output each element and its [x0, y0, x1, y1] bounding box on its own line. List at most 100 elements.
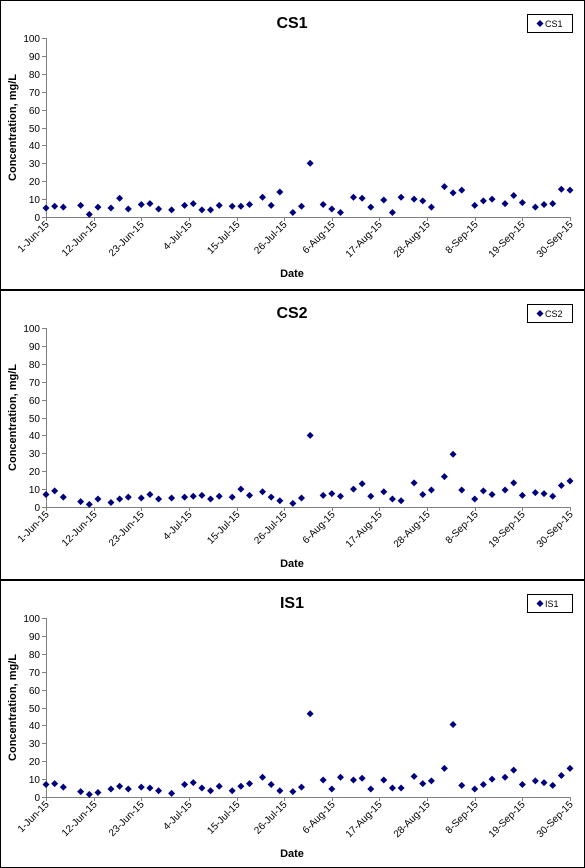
y-axis-title: Concentration, mg/L [7, 74, 19, 181]
data-point [410, 479, 418, 487]
legend-label: IS1 [545, 599, 559, 609]
data-point [531, 203, 539, 211]
data-point [388, 784, 396, 792]
data-point [358, 774, 366, 782]
data-point [328, 490, 336, 498]
data-point [77, 788, 85, 796]
data-point [246, 780, 254, 788]
data-point [198, 491, 206, 499]
data-point [207, 206, 215, 214]
y-tick-label: 60 [29, 686, 41, 697]
data-point [540, 779, 548, 787]
data-point [137, 200, 145, 208]
data-point [181, 780, 189, 788]
legend: CS2 [527, 304, 573, 323]
data-point [215, 492, 223, 500]
legend-label: CS1 [545, 19, 563, 29]
data-point [328, 785, 336, 793]
data-point [289, 499, 297, 507]
x-axis-title: Date [280, 558, 304, 570]
data-point [146, 784, 154, 792]
y-tick-label: 30 [29, 449, 41, 460]
data-point [85, 210, 93, 218]
data-point [267, 780, 275, 788]
legend: IS1 [527, 594, 573, 613]
legend-label: CS2 [545, 309, 563, 319]
data-point [94, 789, 102, 797]
data-point [557, 482, 565, 490]
y-tick-label: 10 [29, 775, 41, 786]
data-point [276, 188, 284, 196]
data-point [289, 788, 297, 796]
data-point [168, 494, 176, 502]
data-point [181, 493, 189, 501]
data-point [276, 787, 284, 795]
chart-frame [0, 0, 585, 290]
data-point [518, 199, 526, 207]
data-point [549, 492, 557, 500]
legend-box [527, 14, 573, 33]
data-point [419, 197, 427, 205]
data-point [155, 205, 163, 213]
data-point [488, 775, 496, 783]
data-point [440, 764, 448, 772]
data-point [410, 772, 418, 780]
data-point [358, 480, 366, 488]
data-point [146, 200, 154, 208]
data-point [107, 785, 115, 793]
data-point [458, 486, 466, 494]
data-point [410, 195, 418, 203]
data-point [319, 200, 327, 208]
data-point [458, 781, 466, 789]
data-point [267, 493, 275, 501]
data-point [215, 782, 223, 790]
data-point [94, 495, 102, 503]
data-point [51, 487, 59, 495]
data-point [471, 201, 479, 209]
y-tick-label: 40 [29, 141, 41, 152]
y-axis-title: Concentration, mg/L [7, 654, 19, 761]
data-point [51, 202, 59, 210]
y-tick-label: 20 [29, 177, 41, 188]
legend-marker [536, 600, 544, 607]
data-point [259, 193, 267, 201]
data-point [155, 787, 163, 795]
chart-title: IS1 [280, 595, 304, 612]
data-point [267, 201, 275, 209]
data-point [501, 200, 509, 208]
data-point [349, 485, 357, 493]
data-point [59, 493, 67, 501]
legend-box [527, 304, 573, 323]
data-point [501, 773, 509, 781]
chart-title: CS2 [276, 305, 307, 322]
data-point [146, 490, 154, 498]
data-point [319, 491, 327, 499]
y-tick-label: 90 [29, 342, 41, 353]
data-point [77, 201, 85, 209]
y-tick-label: 40 [29, 431, 41, 442]
data-point [207, 787, 215, 795]
data-point [419, 490, 427, 498]
y-tick-label: 0 [34, 503, 40, 514]
data-point [557, 772, 565, 780]
data-point [349, 193, 357, 201]
data-point [367, 492, 375, 500]
data-point [427, 486, 435, 494]
chart-title: CS1 [276, 15, 307, 32]
data-point [289, 209, 297, 217]
data-point [440, 183, 448, 191]
data-point [319, 776, 327, 784]
data-point [336, 209, 344, 217]
data-point [215, 201, 223, 209]
y-tick-label: 0 [34, 793, 40, 804]
data-point [107, 499, 115, 507]
data-point [419, 780, 427, 788]
data-point [328, 205, 336, 213]
legend-box [527, 594, 573, 613]
data-point [298, 494, 306, 502]
data-point [306, 159, 314, 167]
data-point [51, 780, 59, 788]
y-axis-title: Concentration, mg/L [7, 364, 19, 471]
data-point [557, 185, 565, 193]
